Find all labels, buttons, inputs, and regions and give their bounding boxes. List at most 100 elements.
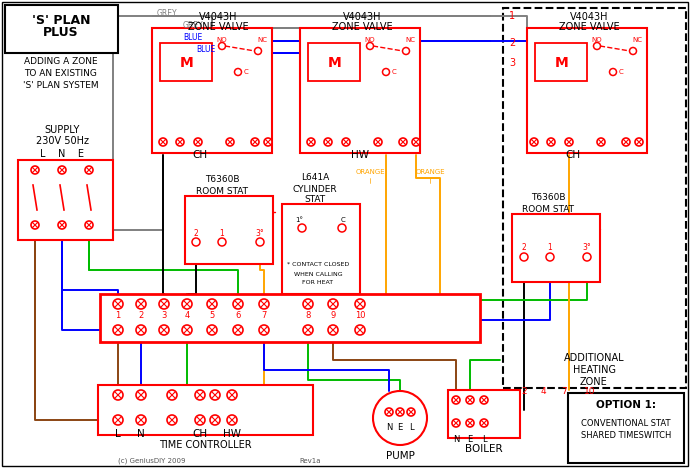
Circle shape — [355, 325, 365, 335]
Text: (c) GeniusDIY 2009: (c) GeniusDIY 2009 — [118, 458, 186, 464]
Circle shape — [113, 415, 123, 425]
Circle shape — [31, 166, 39, 174]
Text: C: C — [244, 69, 249, 75]
Text: ORANGE: ORANGE — [355, 169, 385, 175]
Text: L    N    E: L N E — [40, 149, 84, 159]
Text: 1: 1 — [509, 11, 515, 21]
Text: ZONE VALVE: ZONE VALVE — [559, 22, 620, 32]
Text: NO: NO — [217, 37, 227, 43]
Text: ZONE VALVE: ZONE VALVE — [332, 22, 393, 32]
Text: 3°: 3° — [582, 243, 591, 253]
Circle shape — [402, 47, 409, 54]
Text: 1: 1 — [115, 312, 121, 321]
Text: HW: HW — [351, 150, 369, 160]
Circle shape — [480, 396, 488, 404]
Circle shape — [210, 390, 220, 400]
Text: V4043H: V4043H — [570, 12, 609, 22]
Circle shape — [303, 325, 313, 335]
Text: ROOM STAT: ROOM STAT — [196, 187, 248, 196]
Circle shape — [113, 325, 123, 335]
Text: STAT: STAT — [304, 196, 326, 205]
Circle shape — [324, 138, 332, 146]
Text: L641A: L641A — [301, 174, 329, 183]
Text: 10: 10 — [355, 312, 365, 321]
Text: M: M — [328, 56, 342, 70]
Circle shape — [307, 138, 315, 146]
Text: C: C — [619, 69, 624, 75]
Circle shape — [629, 47, 636, 54]
Text: WHEN CALLING: WHEN CALLING — [294, 271, 342, 277]
Text: SHARED TIMESWITCH: SHARED TIMESWITCH — [581, 431, 671, 440]
Circle shape — [385, 408, 393, 416]
Text: CH: CH — [193, 429, 208, 439]
Text: NC: NC — [632, 37, 642, 43]
Text: C: C — [392, 69, 397, 75]
Circle shape — [520, 253, 528, 261]
Text: 9: 9 — [331, 312, 335, 321]
Text: 'S' PLAN: 'S' PLAN — [32, 14, 90, 27]
Text: N: N — [453, 434, 459, 444]
Circle shape — [195, 390, 205, 400]
Text: ADDITIONAL: ADDITIONAL — [564, 353, 624, 363]
Text: 1: 1 — [219, 228, 224, 237]
Text: L: L — [115, 429, 121, 439]
Text: 7: 7 — [262, 312, 267, 321]
Circle shape — [597, 138, 605, 146]
Circle shape — [259, 299, 269, 309]
Circle shape — [226, 138, 234, 146]
Circle shape — [136, 390, 146, 400]
Circle shape — [622, 138, 630, 146]
Text: ZONE: ZONE — [580, 377, 608, 387]
Text: PLUS: PLUS — [43, 27, 79, 39]
Text: OPTION 1:: OPTION 1: — [596, 400, 656, 410]
Text: GREY: GREY — [183, 21, 204, 29]
Circle shape — [182, 299, 192, 309]
Circle shape — [264, 138, 272, 146]
Circle shape — [355, 299, 365, 309]
Circle shape — [338, 224, 346, 232]
Text: PUMP: PUMP — [386, 451, 415, 461]
Circle shape — [207, 299, 217, 309]
Text: 1°: 1° — [295, 217, 303, 223]
Circle shape — [136, 325, 146, 335]
Bar — [100, 294, 480, 342]
Text: FOR HEAT: FOR HEAT — [302, 280, 333, 285]
Circle shape — [259, 325, 269, 335]
Text: 2: 2 — [194, 228, 199, 237]
Text: 10: 10 — [584, 388, 595, 396]
Text: N: N — [386, 424, 392, 432]
Circle shape — [251, 138, 259, 146]
Circle shape — [547, 138, 555, 146]
Text: N: N — [137, 429, 145, 439]
Bar — [5, 5, 118, 53]
Text: SUPPLY: SUPPLY — [44, 125, 79, 135]
Circle shape — [255, 47, 262, 54]
Circle shape — [233, 299, 243, 309]
Text: M: M — [555, 56, 569, 70]
Text: NC: NC — [405, 37, 415, 43]
Circle shape — [452, 419, 460, 427]
Text: 2: 2 — [509, 38, 515, 48]
Circle shape — [466, 419, 474, 427]
Circle shape — [195, 415, 205, 425]
Circle shape — [159, 325, 169, 335]
Circle shape — [219, 43, 226, 50]
Circle shape — [176, 138, 184, 146]
Text: 2: 2 — [522, 243, 526, 253]
Text: CH: CH — [565, 150, 580, 160]
Text: T6360B: T6360B — [205, 176, 239, 184]
Text: NO: NO — [365, 37, 375, 43]
Circle shape — [136, 415, 146, 425]
Bar — [448, 390, 520, 438]
Circle shape — [407, 408, 415, 416]
Circle shape — [256, 238, 264, 246]
Bar — [98, 385, 313, 435]
Bar — [185, 196, 273, 264]
Circle shape — [31, 221, 39, 229]
Bar — [152, 28, 272, 153]
Circle shape — [194, 138, 202, 146]
Circle shape — [396, 408, 404, 416]
Circle shape — [412, 138, 420, 146]
Circle shape — [480, 419, 488, 427]
Text: GREY: GREY — [157, 8, 177, 17]
